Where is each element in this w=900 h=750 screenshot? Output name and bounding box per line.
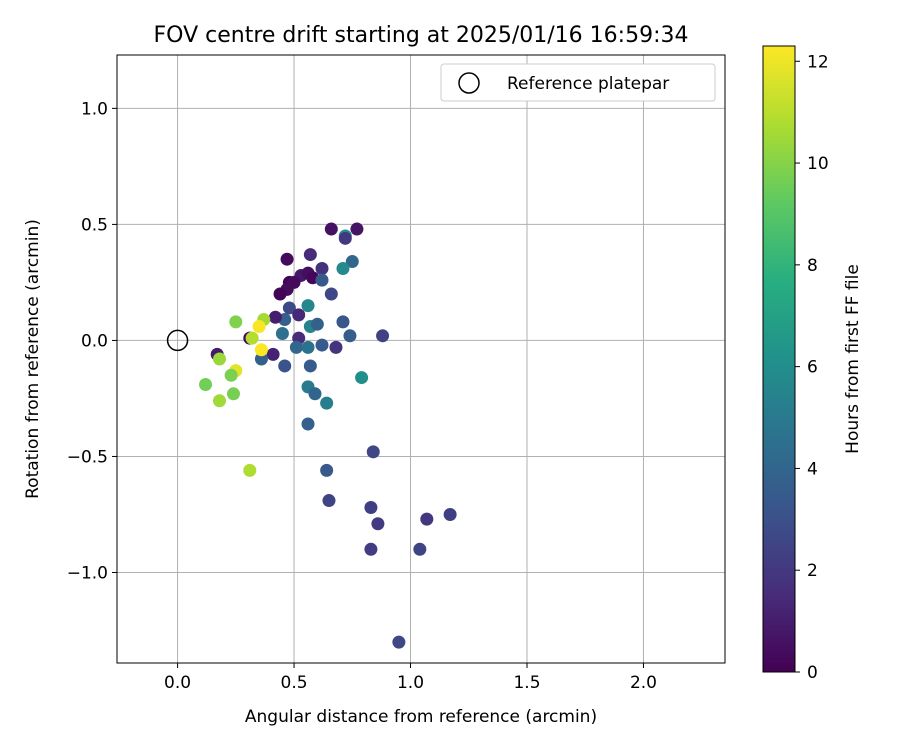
data-point [345,255,359,269]
x-tick-label: 2.0 [630,673,657,693]
data-point [278,359,292,373]
data-point [268,310,282,324]
data-point [336,261,350,275]
colorbar-tick-label: 0 [807,663,818,683]
data-point [224,368,238,382]
data-point [364,542,378,556]
data-point [243,463,257,477]
colorbar-gradient [762,45,796,673]
x-axis-ticks: 0.0 0.5 1.0 1.5 2.0 [164,663,657,693]
reference-marker-icon [458,72,480,94]
data-point [252,320,266,334]
data-point [420,512,434,526]
data-point [324,287,338,301]
data-point [229,315,243,329]
data-point [273,287,287,301]
data-point [280,252,294,266]
data-point [289,340,303,354]
data-point [303,248,317,262]
y-tick-label: 0.5 [81,215,108,235]
legend: Reference platepar [440,63,716,102]
data-point [212,352,226,366]
y-axis-ticks: −1.0 −0.5 0.0 0.5 1.0 [67,99,117,583]
data-point [245,331,259,345]
data-point [324,222,338,236]
data-point [413,542,427,556]
colorbar-tick-label: 6 [807,358,818,378]
data-point [376,329,390,343]
data-point [364,501,378,515]
data-point [336,315,350,329]
data-point [254,352,268,366]
data-point [282,301,296,315]
grid-lines [117,55,725,663]
data-point [366,445,380,459]
x-tick-label: 0.5 [281,673,308,693]
colorbar-tick-label: 12 [807,52,829,72]
reference-point-marker [166,329,189,352]
data-point [301,299,315,313]
legend-box [440,63,716,102]
data-point [443,507,457,521]
colorbar-tick-label: 10 [807,154,829,174]
data-point [320,463,334,477]
data-point [254,343,268,357]
x-tick-label: 1.0 [397,673,424,693]
data-point [308,387,322,401]
data-point [301,340,315,354]
data-point [315,261,329,275]
x-tick-label: 1.5 [513,673,540,693]
y-tick-label: 0.0 [81,331,108,351]
y-tick-label: 1.0 [81,99,108,119]
data-point [303,359,317,373]
data-point [355,371,369,385]
data-point [329,340,343,354]
data-point [266,347,280,361]
x-tick-label: 0.0 [164,673,191,693]
data-point [292,308,306,322]
data-point [301,417,315,431]
data-point [310,317,324,331]
y-tick-label: −1.0 [67,563,108,583]
data-point [226,387,240,401]
colorbar-label: Hours from first FF file [843,264,863,454]
data-point [315,273,329,287]
data-point [392,635,406,649]
y-tick-label: −0.5 [67,447,108,467]
data-point [275,326,289,340]
colorbar: 0 2 4 6 8 10 12 Hours from first FF file [762,45,863,683]
chart-title: FOV centre drift starting at 2025/01/16 … [154,23,689,48]
data-point [322,494,336,508]
plot-frame [116,54,726,664]
colorbar-tick-label: 8 [807,256,818,276]
data-point [315,338,329,352]
legend-entry: Reference platepar [507,74,669,94]
colorbar-tick-label: 2 [807,561,818,581]
x-axis-label: Angular distance from reference (arcmin) [245,707,597,727]
data-point [320,396,334,410]
data-point [350,222,364,236]
colorbar-tick-label: 4 [807,459,818,479]
data-point [371,517,385,531]
data-point [199,378,213,392]
y-axis-label: Rotation from reference (arcmin) [23,219,43,499]
data-point [212,394,226,408]
data-point [338,231,352,245]
data-points [166,222,457,649]
data-point [343,329,357,343]
colorbar-ticks: 0 2 4 6 8 10 12 [795,52,829,683]
